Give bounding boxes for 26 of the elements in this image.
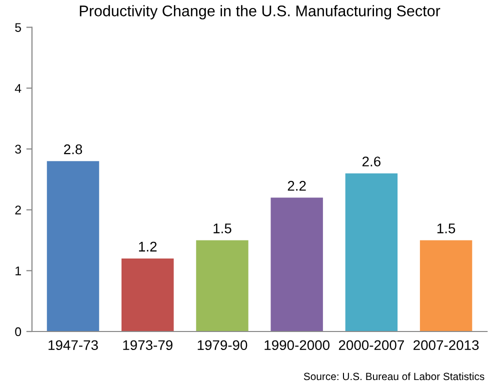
data-label: 1.5 <box>214 224 232 234</box>
bar <box>345 173 398 332</box>
source-note: Source: U.S. Bureau of Labor Statistics <box>304 372 484 380</box>
y-tick-label: 1 <box>16 266 21 276</box>
bar <box>46 161 100 332</box>
y-tick-label: 0 <box>15 327 22 336</box>
y-tick-label: 2 <box>15 206 21 214</box>
x-tick-label: 1990-2000 <box>264 340 330 350</box>
chart-title: Productivity Change in the U.S. Manufacturing Sector <box>80 5 440 20</box>
y-tick-label: 5 <box>15 23 22 32</box>
x-tick-label: 1973-79 <box>123 340 172 350</box>
y-tick-label: 4 <box>14 84 22 93</box>
bar <box>196 240 248 332</box>
data-label: 2.2 <box>288 180 306 191</box>
data-label: 2.6 <box>362 156 380 166</box>
y-tick-label: 3 <box>15 144 22 154</box>
bar <box>122 258 174 332</box>
data-label: 1.2 <box>139 242 157 252</box>
x-tick-label: 2000-2007 <box>338 340 404 350</box>
x-tick-label: 2007-2013 <box>414 340 479 350</box>
bar <box>270 198 323 332</box>
bar <box>420 240 472 332</box>
data-label: 1.5 <box>437 224 456 234</box>
x-tick-label: 1979-90 <box>198 340 248 350</box>
data-label: 2.8 <box>64 144 82 154</box>
x-tick-label: 1947-73 <box>48 340 98 350</box>
